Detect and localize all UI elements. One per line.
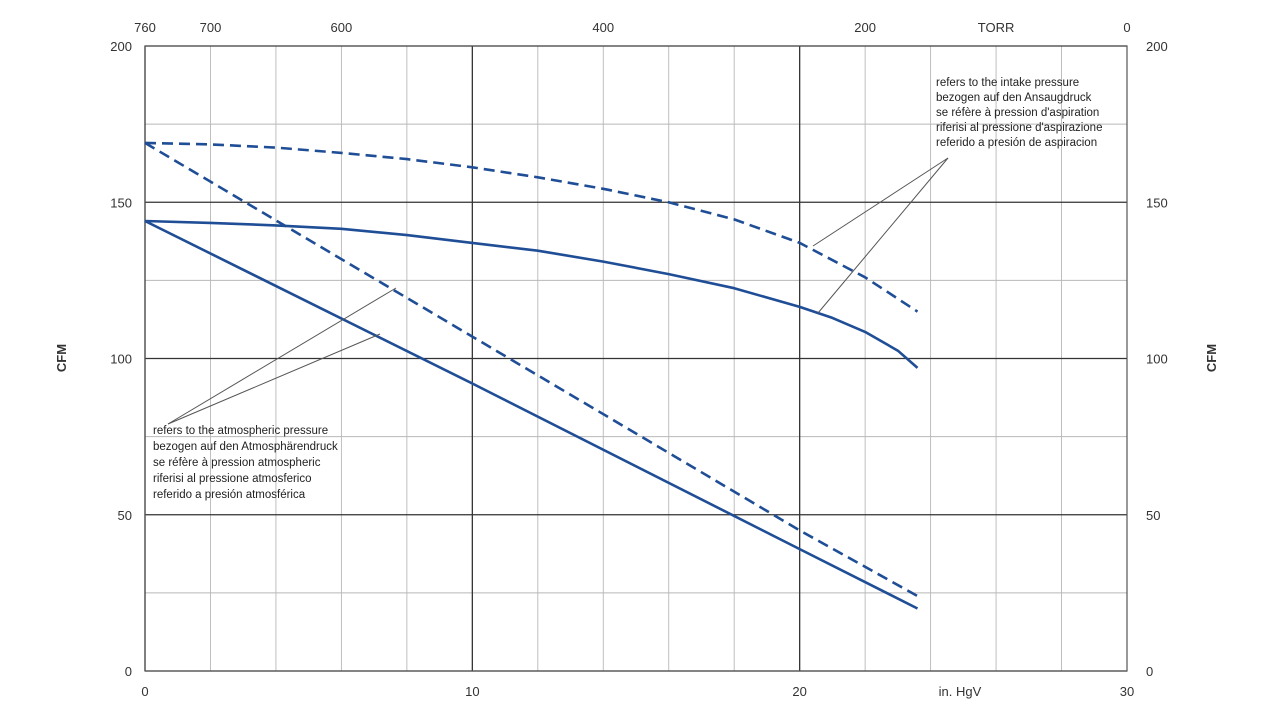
y-tick-label-right: 200 bbox=[1146, 39, 1168, 54]
annotation-leader-line bbox=[817, 157, 949, 314]
annotation-atmospheric-line: referido a presión atmosférica bbox=[153, 489, 306, 501]
top-axis-tick-label: 400 bbox=[592, 20, 614, 35]
top-axis-tick-label: 760 bbox=[134, 20, 156, 35]
annotation-leader-line bbox=[812, 157, 949, 247]
series-line-solid-1 bbox=[144, 219, 919, 369]
series-group bbox=[144, 141, 919, 610]
annotation-atmospheric: refers to the atmospheric pressure bezog… bbox=[153, 425, 338, 501]
y-tick-label-left: 0 bbox=[125, 664, 132, 679]
annotation-intake-line: bezogen auf den Ansaugdruck bbox=[936, 92, 1092, 104]
y-tick-label-right: 50 bbox=[1146, 508, 1160, 523]
top-axis-tick-label: 200 bbox=[854, 20, 876, 35]
x-tick-label: 20 bbox=[792, 684, 806, 699]
series-line-dashed-0 bbox=[144, 141, 919, 313]
y-tick-label-right: 0 bbox=[1146, 664, 1153, 679]
y-tick-label-right: 150 bbox=[1146, 195, 1168, 210]
top-axis-tick-label: TORR bbox=[978, 20, 1015, 35]
y-tick-label-left: 150 bbox=[110, 195, 132, 210]
annotation-leader-line bbox=[167, 287, 397, 425]
top-axis-tick-label: 600 bbox=[331, 20, 353, 35]
annotation-intake-line: refers to the intake pressure bbox=[936, 77, 1079, 89]
annotation-atmospheric-line: bezogen auf den Atmosphärendruck bbox=[153, 441, 338, 453]
annotation-leader-line bbox=[167, 333, 381, 425]
annotation-atmospheric-line: se réfère à pression atmospheric bbox=[153, 457, 321, 469]
annotation-intake: refers to the intake pressure bezogen au… bbox=[936, 77, 1102, 149]
y-axis-title-left: CFM bbox=[54, 344, 69, 372]
series-line-solid-3 bbox=[144, 219, 919, 610]
y-tick-label-left: 50 bbox=[118, 508, 132, 523]
annotation-leaders bbox=[167, 157, 949, 425]
y-tick-label-right: 100 bbox=[1146, 352, 1168, 367]
y-axis-title-right: CFM bbox=[1204, 344, 1219, 372]
y-tick-label-left: 100 bbox=[110, 352, 132, 367]
top-axis-tick-label: 700 bbox=[200, 20, 222, 35]
annotation-intake-line: se réfère à pression d'aspiration bbox=[936, 107, 1099, 119]
x-tick-label: 10 bbox=[465, 684, 479, 699]
x-tick-label: 30 bbox=[1120, 684, 1134, 699]
series-line-dashed-2 bbox=[144, 141, 919, 598]
plot-frame bbox=[144, 45, 1128, 672]
top-axis-tick-label: 0 bbox=[1123, 20, 1130, 35]
x-tick-label: 0 bbox=[141, 684, 148, 699]
annotation-atmospheric-line: riferisi al pressione atmosferico bbox=[153, 473, 312, 485]
annotation-atmospheric-line: refers to the atmospheric pressure bbox=[153, 425, 328, 437]
annotation-intake-line: riferisi al pressione d'aspirazione bbox=[936, 122, 1102, 134]
y-tick-label-left: 200 bbox=[110, 39, 132, 54]
x-axis-title: in. HgV bbox=[939, 684, 982, 699]
annotation-intake-line: referido a presión de aspiracion bbox=[936, 137, 1097, 149]
